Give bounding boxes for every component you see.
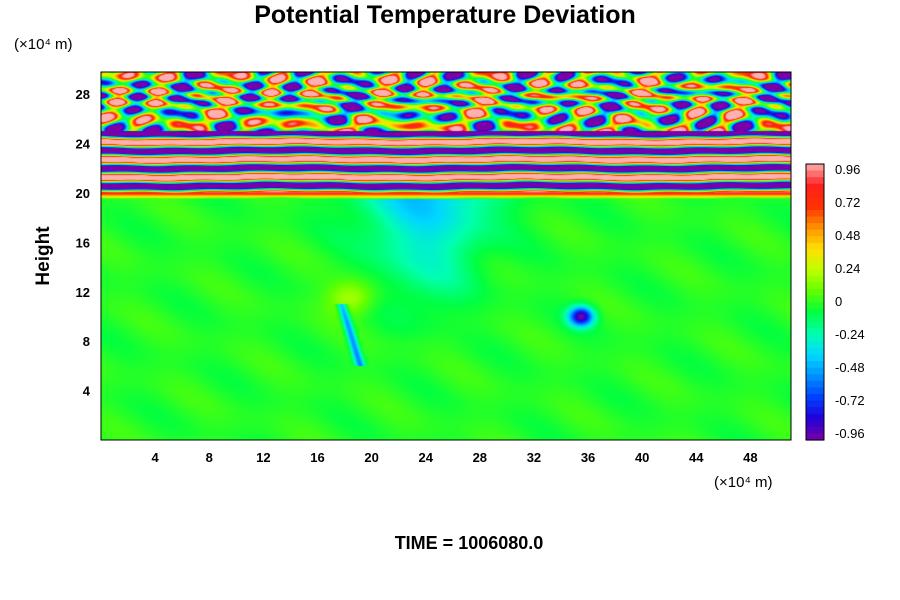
colorbar-tick-label: -0.48 xyxy=(835,360,865,375)
colorbar-swatch xyxy=(806,367,824,375)
x-tick-label: 4 xyxy=(152,450,160,465)
y-tick-label: 24 xyxy=(76,137,91,152)
colorbar-swatch xyxy=(806,229,824,237)
colorbar-swatch xyxy=(806,413,824,421)
colorbar-swatch xyxy=(806,269,824,277)
x-tick-label: 40 xyxy=(635,450,649,465)
colorbar-tick-label: -0.72 xyxy=(835,393,865,408)
colorbar-swatch xyxy=(806,361,824,369)
colorbar-swatch xyxy=(806,308,824,316)
colorbar-swatch xyxy=(806,196,824,205)
y-tick-label: 4 xyxy=(83,384,91,399)
colorbar-swatch xyxy=(806,433,824,441)
colorbar-swatch xyxy=(806,223,824,231)
time-label: TIME = 1006080.0 xyxy=(395,533,544,553)
x-tick-label: 32 xyxy=(527,450,541,465)
colorbar-swatch xyxy=(806,334,824,343)
colorbar-swatch xyxy=(806,210,824,218)
plot-frame xyxy=(100,71,792,441)
x-tick-label: 44 xyxy=(689,450,704,465)
colorbar-swatch xyxy=(806,354,824,362)
colorbar-swatch xyxy=(806,348,824,356)
y-tick-label: 20 xyxy=(76,186,90,201)
y-tick-label: 28 xyxy=(76,87,90,102)
y-tick-label: 8 xyxy=(83,334,90,349)
colorbar-swatch xyxy=(806,203,824,211)
colorbar-swatch xyxy=(806,400,824,408)
colorbar-swatch xyxy=(806,216,824,224)
colorbar-swatch xyxy=(806,407,824,415)
x-tick-label: 48 xyxy=(743,450,757,465)
x-tick-label: 36 xyxy=(581,450,595,465)
colorbar-swatch xyxy=(806,275,824,283)
colorbar-frame xyxy=(805,163,825,441)
x-tick-label: 8 xyxy=(206,450,213,465)
colorbar-swatch xyxy=(806,164,824,172)
colorbar-tick-label: 0.96 xyxy=(835,162,860,177)
colorbar-tick-label: 0 xyxy=(835,294,842,309)
x-tick-label: 28 xyxy=(473,450,487,465)
colorbar-swatch xyxy=(806,426,824,435)
x-unit-label: (×10⁴ m) xyxy=(714,474,773,491)
colorbar-swatch xyxy=(806,249,824,257)
colorbar-swatch xyxy=(806,190,824,198)
colorbar-swatch xyxy=(806,177,824,185)
colorbar-swatch xyxy=(806,420,824,428)
colorbar-tick-label: 0.72 xyxy=(835,195,860,210)
colorbar-swatch xyxy=(806,288,824,297)
colorbar-tick-label: 0.24 xyxy=(835,261,860,276)
x-tick-label: 16 xyxy=(310,450,324,465)
colorbar-swatch xyxy=(806,394,824,402)
colorbar-swatch xyxy=(806,387,824,395)
colorbar-swatch xyxy=(806,170,824,178)
colorbar-swatch xyxy=(806,256,824,264)
y-tick-label: 12 xyxy=(76,285,90,300)
colorbar-swatch xyxy=(806,282,824,290)
y-unit-label: (×10⁴ m) xyxy=(14,36,73,53)
colorbar-swatch xyxy=(806,321,824,329)
colorbar-swatch xyxy=(806,341,824,349)
colorbar-swatch xyxy=(806,262,824,270)
y-axis-label: Height xyxy=(33,226,54,286)
colorbar-swatch xyxy=(806,315,824,323)
y-tick-label: 16 xyxy=(76,235,90,250)
x-tick-label: 12 xyxy=(256,450,270,465)
x-tick-label: 24 xyxy=(418,450,433,465)
colorbar-swatch xyxy=(806,328,824,336)
colorbar-swatch xyxy=(806,236,824,244)
colorbar-tick-label: -0.96 xyxy=(835,426,865,441)
colorbar-tick-label: 0.48 xyxy=(835,228,860,243)
x-tick-label: 20 xyxy=(364,450,378,465)
colorbar-swatch xyxy=(806,374,824,382)
heatmap-field xyxy=(101,72,791,440)
colorbar-tick-label: -0.24 xyxy=(835,327,865,342)
chart-title: Potential Temperature Deviation xyxy=(254,1,636,29)
colorbar xyxy=(806,164,824,441)
colorbar-swatch xyxy=(806,242,824,251)
colorbar-swatch xyxy=(806,183,824,191)
colorbar-swatch xyxy=(806,380,824,389)
colorbar-swatch xyxy=(806,295,824,303)
colorbar-swatch xyxy=(806,302,824,310)
